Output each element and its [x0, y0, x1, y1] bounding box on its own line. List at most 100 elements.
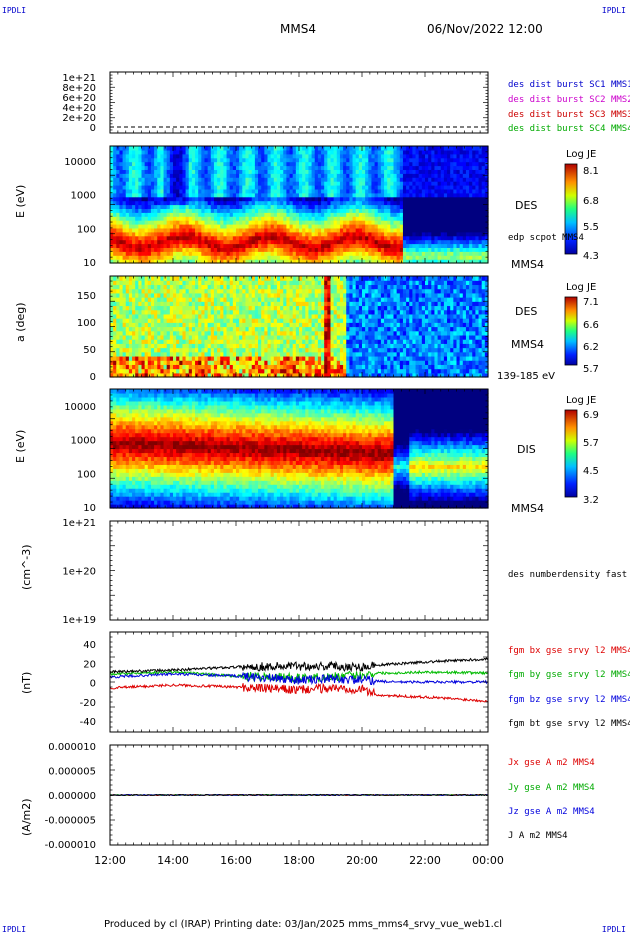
dis-energy-ylabel: E (eV): [14, 429, 27, 463]
des-pitch-ytick: 0: [90, 372, 96, 383]
dis-energy-ytick: 10000: [64, 402, 96, 413]
cbar-tick: 5.7: [583, 364, 599, 375]
burst-legend-mms3: des dist burst SC3 MMS3: [508, 110, 630, 120]
des-pitch-label: DES: [515, 305, 538, 318]
fgm-ytick: 40: [83, 640, 96, 651]
burst-ytick: 0: [90, 123, 96, 134]
dis-energy-spectrogram: [110, 389, 489, 509]
time-tick: 14:00: [157, 854, 189, 867]
dis-energy-cbar-title: Log JE: [566, 395, 597, 406]
current-line-4: [109, 793, 489, 797]
panel-frame-5: [109, 520, 489, 621]
des-pitch-cbar-title: Log JE: [566, 282, 597, 293]
time-tick: 18:00: [283, 854, 315, 867]
des-energy-ylabel: E (eV): [14, 184, 27, 218]
cbar-tick: 8.1: [583, 166, 599, 177]
fgm-ytick: -40: [80, 717, 96, 728]
dis-energy-sc-label: MMS4: [511, 502, 544, 515]
current-ytick: 0.000005: [48, 767, 96, 778]
burst-ytick: 6e+20: [62, 93, 96, 104]
des-pitch-ylabel: a (deg): [14, 302, 27, 342]
colorbar-1: [564, 163, 578, 255]
time-tick: 22:00: [409, 854, 441, 867]
fgm-legend-by: fgm by gse srvy l2 MMS4: [508, 670, 630, 680]
fgm-line-2: [109, 669, 489, 684]
burst-ytick: 4e+20: [62, 103, 96, 114]
spacecraft-title: MMS4: [280, 22, 316, 36]
des-energy-spectrogram: [110, 146, 489, 264]
density-ytick: 1e+19: [62, 615, 96, 626]
current-ylabel: (A/m2): [20, 798, 33, 836]
current-ytick: 0.000010: [48, 742, 96, 753]
corner-logo-bottom-right: IPDLI: [601, 925, 626, 934]
cbar-tick: 5.5: [583, 222, 599, 233]
fgm-line-1: [109, 682, 489, 703]
current-legend-jz: Jz gse A m2 MMS4: [508, 807, 595, 817]
des-energy-ytick: 10000: [64, 157, 96, 168]
burst-legend-mms2: des dist burst SC2 MMS2: [508, 95, 630, 105]
corner-logo-top-left: IPDLI: [2, 6, 27, 15]
current-ytick: -0.000005: [45, 816, 96, 827]
current-legend-j: J A m2 MMS4: [508, 831, 568, 841]
panel-frame-1: [109, 71, 489, 134]
date-title: 06/Nov/2022 12:00: [427, 22, 543, 36]
density-ytick: 1e+20: [62, 567, 96, 578]
corner-logo-top-right: IPDLI: [601, 6, 626, 15]
burst-legend-mms1: des dist burst SC1 MMS1: [508, 80, 630, 90]
cbar-tick: 4.5: [583, 466, 599, 477]
cbar-tick: 7.1: [583, 297, 599, 308]
fgm-legend-bz: fgm bz gse srvy l2 MMS4: [508, 695, 630, 705]
des-pitch-ytick: 50: [83, 345, 96, 356]
des-energy-ytick: 1000: [71, 191, 96, 202]
pitch-energy-range: 139-185 eV: [497, 371, 555, 382]
burst-ytick: 2e+20: [62, 113, 96, 124]
density-ytick: 1e+21: [62, 518, 96, 529]
cbar-tick: 6.2: [583, 342, 599, 353]
burst-legend-mms4: des dist burst SC4 MMS4: [508, 124, 630, 134]
burst-ytick: 1e+21: [62, 73, 96, 84]
colorbar-3: [564, 409, 578, 498]
fgm-line-3: [109, 671, 489, 686]
corner-logo-bottom-left: IPDLI: [2, 925, 27, 934]
density-ylabel: (cm^-3): [20, 544, 33, 590]
time-tick: 12:00: [94, 854, 126, 867]
des-energy-label: DES: [515, 199, 538, 212]
des-pitch-sc-label: MMS4: [511, 338, 544, 351]
dis-energy-ytick: 10: [83, 503, 96, 514]
fgm-ytick: -20: [80, 698, 96, 709]
des-pitch-spectrogram: [110, 276, 489, 378]
fgm-line-4: [109, 657, 489, 675]
edp-scpot-label: edp scpot MMS4: [508, 233, 584, 243]
des-energy-cbar-title: Log JE: [566, 149, 597, 160]
cbar-tick: 3.2: [583, 495, 599, 506]
cbar-tick: 5.7: [583, 438, 599, 449]
fgm-legend-bt: fgm bt gse srvy l2 MMS4: [508, 719, 630, 729]
fgm-legend-bx: fgm bx gse srvy l2 MMS4: [508, 646, 630, 656]
des-energy-ytick: 100: [77, 224, 96, 235]
density-series-label: des numberdensity fast M: [508, 570, 630, 580]
panel-frame-6: [109, 631, 489, 733]
cbar-tick: 6.8: [583, 196, 599, 207]
cbar-tick: 4.3: [583, 251, 599, 262]
current-legend-jx: Jx gse A m2 MMS4: [508, 758, 595, 768]
current-ytick: 0.000000: [48, 791, 96, 802]
time-tick: 16:00: [220, 854, 252, 867]
cbar-tick: 6.9: [583, 410, 599, 421]
burst-ytick: 8e+20: [62, 83, 96, 94]
dis-energy-label: DIS: [517, 443, 536, 456]
colorbar-2: [564, 296, 578, 366]
current-ytick: -0.000010: [45, 840, 96, 851]
des-energy-sc-label: MMS4: [511, 258, 544, 271]
dis-energy-ytick: 1000: [71, 436, 96, 447]
current-legend-jy: Jy gse A m2 MMS4: [508, 783, 595, 793]
fgm-ytick: 0: [90, 679, 96, 690]
des-pitch-ytick: 100: [77, 318, 96, 329]
dis-energy-ytick: 100: [77, 469, 96, 480]
footer-credits: Produced by cl (IRAP) Printing date: 03/…: [104, 919, 503, 930]
des-pitch-ytick: 150: [77, 291, 96, 302]
time-tick: 20:00: [346, 854, 378, 867]
fgm-ytick: 20: [83, 659, 96, 670]
des-energy-ytick: 10: [83, 258, 96, 269]
fgm-ylabel: (nT): [20, 671, 33, 694]
